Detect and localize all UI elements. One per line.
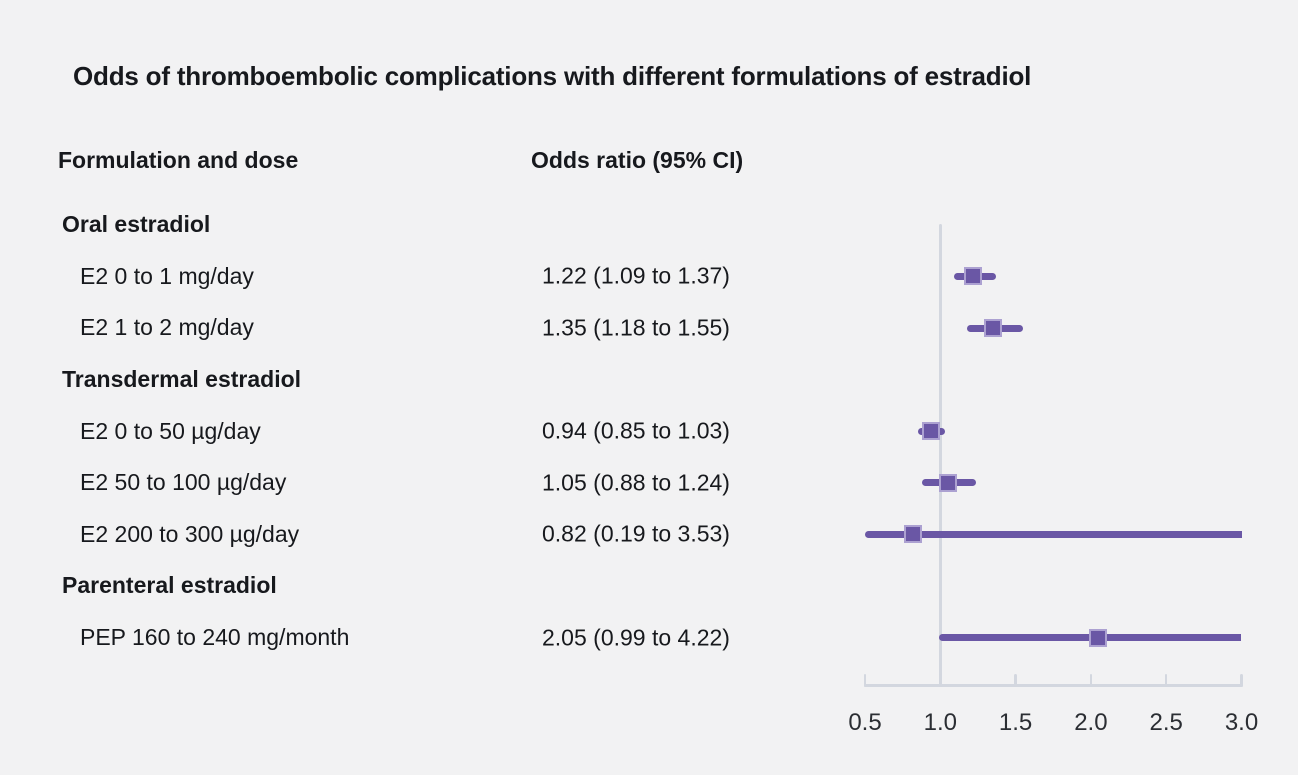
column-header-odds-ratio: Odds ratio (95% CI) <box>531 147 744 173</box>
group-row: Parenteral estradiol <box>0 560 1298 612</box>
x-axis-tick-label: 1.5 <box>998 709 1033 736</box>
row-label: PEP 160 to 240 mg/month <box>80 624 350 651</box>
group-row: Oral estradiol <box>0 199 1298 251</box>
chart-title: Odds of thromboembolic complications wit… <box>73 61 1032 91</box>
odds-ratio-value: 2.05 (0.99 to 4.22) <box>542 624 730 651</box>
item-row: E2 0 to 1 mg/day 1.22 (1.09 to 1.37) <box>0 251 1298 303</box>
x-axis-tick <box>1240 674 1243 687</box>
row-label: E2 0 to 1 mg/day <box>80 262 254 289</box>
x-axis-tick <box>1089 674 1093 687</box>
item-row: PEP 160 to 240 mg/month 2.05 (0.99 to 4.2… <box>0 612 1298 664</box>
table-rows: Oral estradiol E2 0 to 1 mg/day 1.22 (1.09… <box>0 199 1298 663</box>
group-label: Oral estradiol <box>62 211 211 238</box>
group-label: Transdermal estradiol <box>62 366 302 393</box>
x-axis-tick <box>1014 674 1017 687</box>
x-axis-tick-label: 3.0 <box>1224 709 1259 736</box>
x-axis-tick <box>863 674 867 687</box>
odds-ratio-value: 0.94 (0.85 to 1.03) <box>542 417 730 444</box>
column-header-formulation: Formulation and dose <box>58 147 299 173</box>
x-axis-tick <box>939 674 942 687</box>
odds-ratio-value: 0.82 (0.19 to 3.53) <box>542 520 730 547</box>
x-axis-tick-label: 2.5 <box>1149 709 1183 736</box>
odds-ratio-value: 1.35 (1.18 to 1.55) <box>542 314 730 341</box>
item-row: E2 200 to 300 µg/day 0.82 (0.19 to 3.53) <box>0 509 1298 561</box>
x-axis-tick <box>1164 674 1168 687</box>
x-axis-tick-label: 2.0 <box>1074 709 1108 736</box>
row-label: E2 50 to 100 µg/day <box>80 469 287 496</box>
row-label: E2 200 to 300 µg/day <box>80 520 300 547</box>
x-axis-line <box>863 684 1243 687</box>
odds-ratio-value: 1.05 (0.88 to 1.24) <box>542 469 730 496</box>
item-row: E2 1 to 2 mg/day 1.35 (1.18 to 1.55) <box>0 302 1298 354</box>
item-row: E2 50 to 100 µg/day 1.05 (0.88 to 1.24) <box>0 457 1298 509</box>
group-row: Transdermal estradiol <box>0 354 1298 406</box>
x-axis-tick-label: 1.0 <box>923 709 957 736</box>
x-axis-tick-label: 0.5 <box>848 709 882 736</box>
odds-ratio-value: 1.22 (1.09 to 1.37) <box>542 262 730 289</box>
item-row: E2 0 to 50 µg/day 0.94 (0.85 to 1.03) <box>0 405 1298 457</box>
row-label: E2 0 to 50 µg/day <box>80 417 261 444</box>
group-label: Parenteral estradiol <box>62 572 277 599</box>
row-label: E2 1 to 2 mg/day <box>80 314 254 341</box>
